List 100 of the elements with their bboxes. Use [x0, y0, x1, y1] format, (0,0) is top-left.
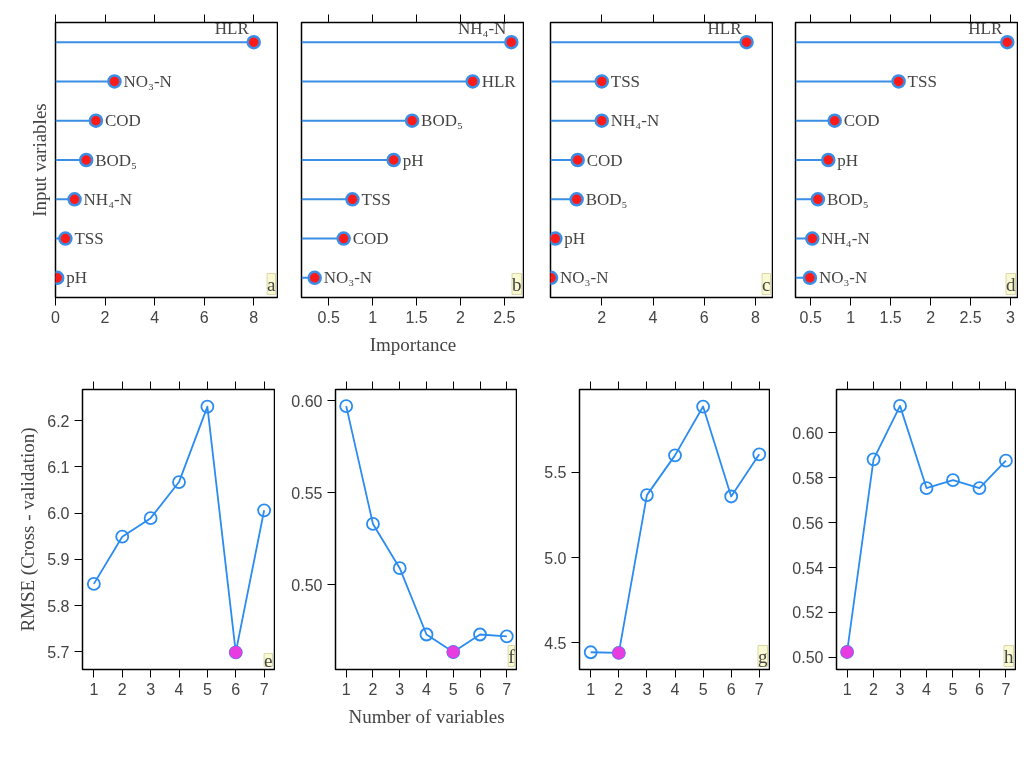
- category-label: NO₃-N: [560, 268, 609, 288]
- category-label: COD: [352, 229, 389, 249]
- x-tick-label: 8: [249, 308, 259, 326]
- point: [172, 475, 186, 489]
- point: [569, 192, 584, 207]
- category-label: TSS: [610, 71, 641, 91]
- x-tick-label: 2: [614, 680, 624, 698]
- x-tick-label: 3: [395, 680, 405, 698]
- y-tick-label: 0.60: [291, 392, 323, 410]
- x-axis-title: Number of variables: [348, 705, 505, 727]
- x-tick-label: 4: [422, 680, 432, 698]
- annotation: d: [1006, 273, 1016, 295]
- x-tick-label: 4: [648, 308, 658, 326]
- category-label: NO₃-N: [323, 268, 373, 288]
- point: [594, 113, 610, 128]
- y-tick-label: 5.0: [544, 549, 567, 567]
- category-label: BOD₅: [826, 189, 869, 209]
- category-label: TSS: [907, 71, 937, 91]
- x-tick-label: 2: [869, 680, 879, 698]
- point: [583, 645, 598, 660]
- category-label: BOD₅: [585, 189, 628, 209]
- point: [465, 74, 480, 89]
- x-tick-label: 1.5: [405, 308, 428, 326]
- point: [1000, 34, 1015, 50]
- category-label: NH₄-N: [821, 229, 870, 249]
- category-label: COD: [586, 150, 623, 170]
- y-tick-label: 0.52: [792, 604, 824, 622]
- annotation: c: [762, 273, 771, 295]
- y-axis-title: Input variables: [28, 103, 50, 217]
- x-tick-label: 5: [948, 680, 958, 698]
- point: [67, 192, 82, 207]
- y-tick-label: 0.50: [792, 649, 824, 667]
- x-tick-label: 2: [597, 308, 607, 326]
- category-label: BOD₅: [95, 150, 138, 170]
- y-tick-label: 0.58: [792, 469, 824, 487]
- point: [821, 152, 836, 168]
- x-tick-label: 1: [846, 308, 856, 326]
- y-tick-label: 6.0: [47, 505, 70, 523]
- point: [499, 629, 514, 644]
- x-tick-label: 6: [475, 680, 485, 698]
- annotation: b: [512, 273, 522, 295]
- x-tick-label: 7: [259, 680, 269, 698]
- point: [404, 113, 420, 128]
- point: [366, 517, 380, 531]
- point: [473, 627, 487, 642]
- x-tick-label: 2: [455, 308, 465, 326]
- y-tick-label: 0.50: [291, 576, 323, 594]
- y-axis-title: RMSE (Cross - validation): [17, 427, 40, 632]
- category-label: HLR: [214, 19, 249, 39]
- annotation: g: [758, 645, 768, 667]
- x-tick-label: 2: [100, 308, 110, 326]
- annotation: h: [1004, 645, 1014, 667]
- point: [891, 74, 906, 89]
- x-tick-label: 6: [974, 680, 984, 698]
- category-label: COD: [104, 111, 141, 131]
- category-label: HLR: [968, 19, 1003, 39]
- x-tick-label: 2: [926, 308, 936, 326]
- category-label: BOD₅: [421, 111, 463, 131]
- x-tick-label: 4: [150, 308, 160, 326]
- category-label: HLR: [707, 19, 742, 39]
- x-axis-title: Importance: [369, 333, 457, 355]
- point: [810, 192, 826, 207]
- point: [802, 270, 818, 286]
- point: [594, 74, 610, 89]
- point: [88, 113, 104, 128]
- x-tick-label: 3: [146, 680, 156, 698]
- x-tick-label: 6: [699, 308, 709, 326]
- x-tick-label: 1: [368, 308, 378, 326]
- y-tick-label: 0.55: [291, 484, 323, 502]
- y-tick-label: 5.5: [544, 464, 567, 482]
- x-tick-label: 2.5: [959, 308, 982, 326]
- point: [392, 561, 407, 576]
- x-tick-label: 2: [117, 680, 127, 698]
- point: [386, 152, 401, 168]
- point: [550, 231, 563, 246]
- point: [696, 399, 710, 414]
- x-tick-label: 1: [842, 680, 852, 698]
- x-tick-label: 4: [670, 680, 680, 698]
- y-tick-label: 6.1: [47, 458, 70, 476]
- point: [115, 529, 130, 544]
- category-label: COD: [843, 111, 880, 131]
- x-tick-label: 6: [726, 680, 736, 698]
- x-tick-label: 1.5: [879, 308, 902, 326]
- point: [339, 399, 354, 413]
- x-tick-label: 8: [751, 308, 761, 326]
- x-tick-label: 3: [895, 680, 905, 698]
- point: [345, 192, 360, 207]
- point: [246, 34, 261, 50]
- point: [724, 489, 739, 504]
- category-label: NO₃-N: [818, 268, 868, 288]
- point: [143, 511, 158, 526]
- category-label: pH: [66, 268, 88, 288]
- x-tick-label: 0: [51, 308, 61, 326]
- point: [504, 34, 519, 50]
- category-label: NH₄-N: [610, 111, 660, 131]
- category-label: HLR: [481, 71, 516, 91]
- x-tick-label: 5: [448, 680, 458, 698]
- category-label: TSS: [361, 189, 391, 209]
- x-tick-label: 2.5: [493, 308, 516, 326]
- point: [640, 488, 654, 503]
